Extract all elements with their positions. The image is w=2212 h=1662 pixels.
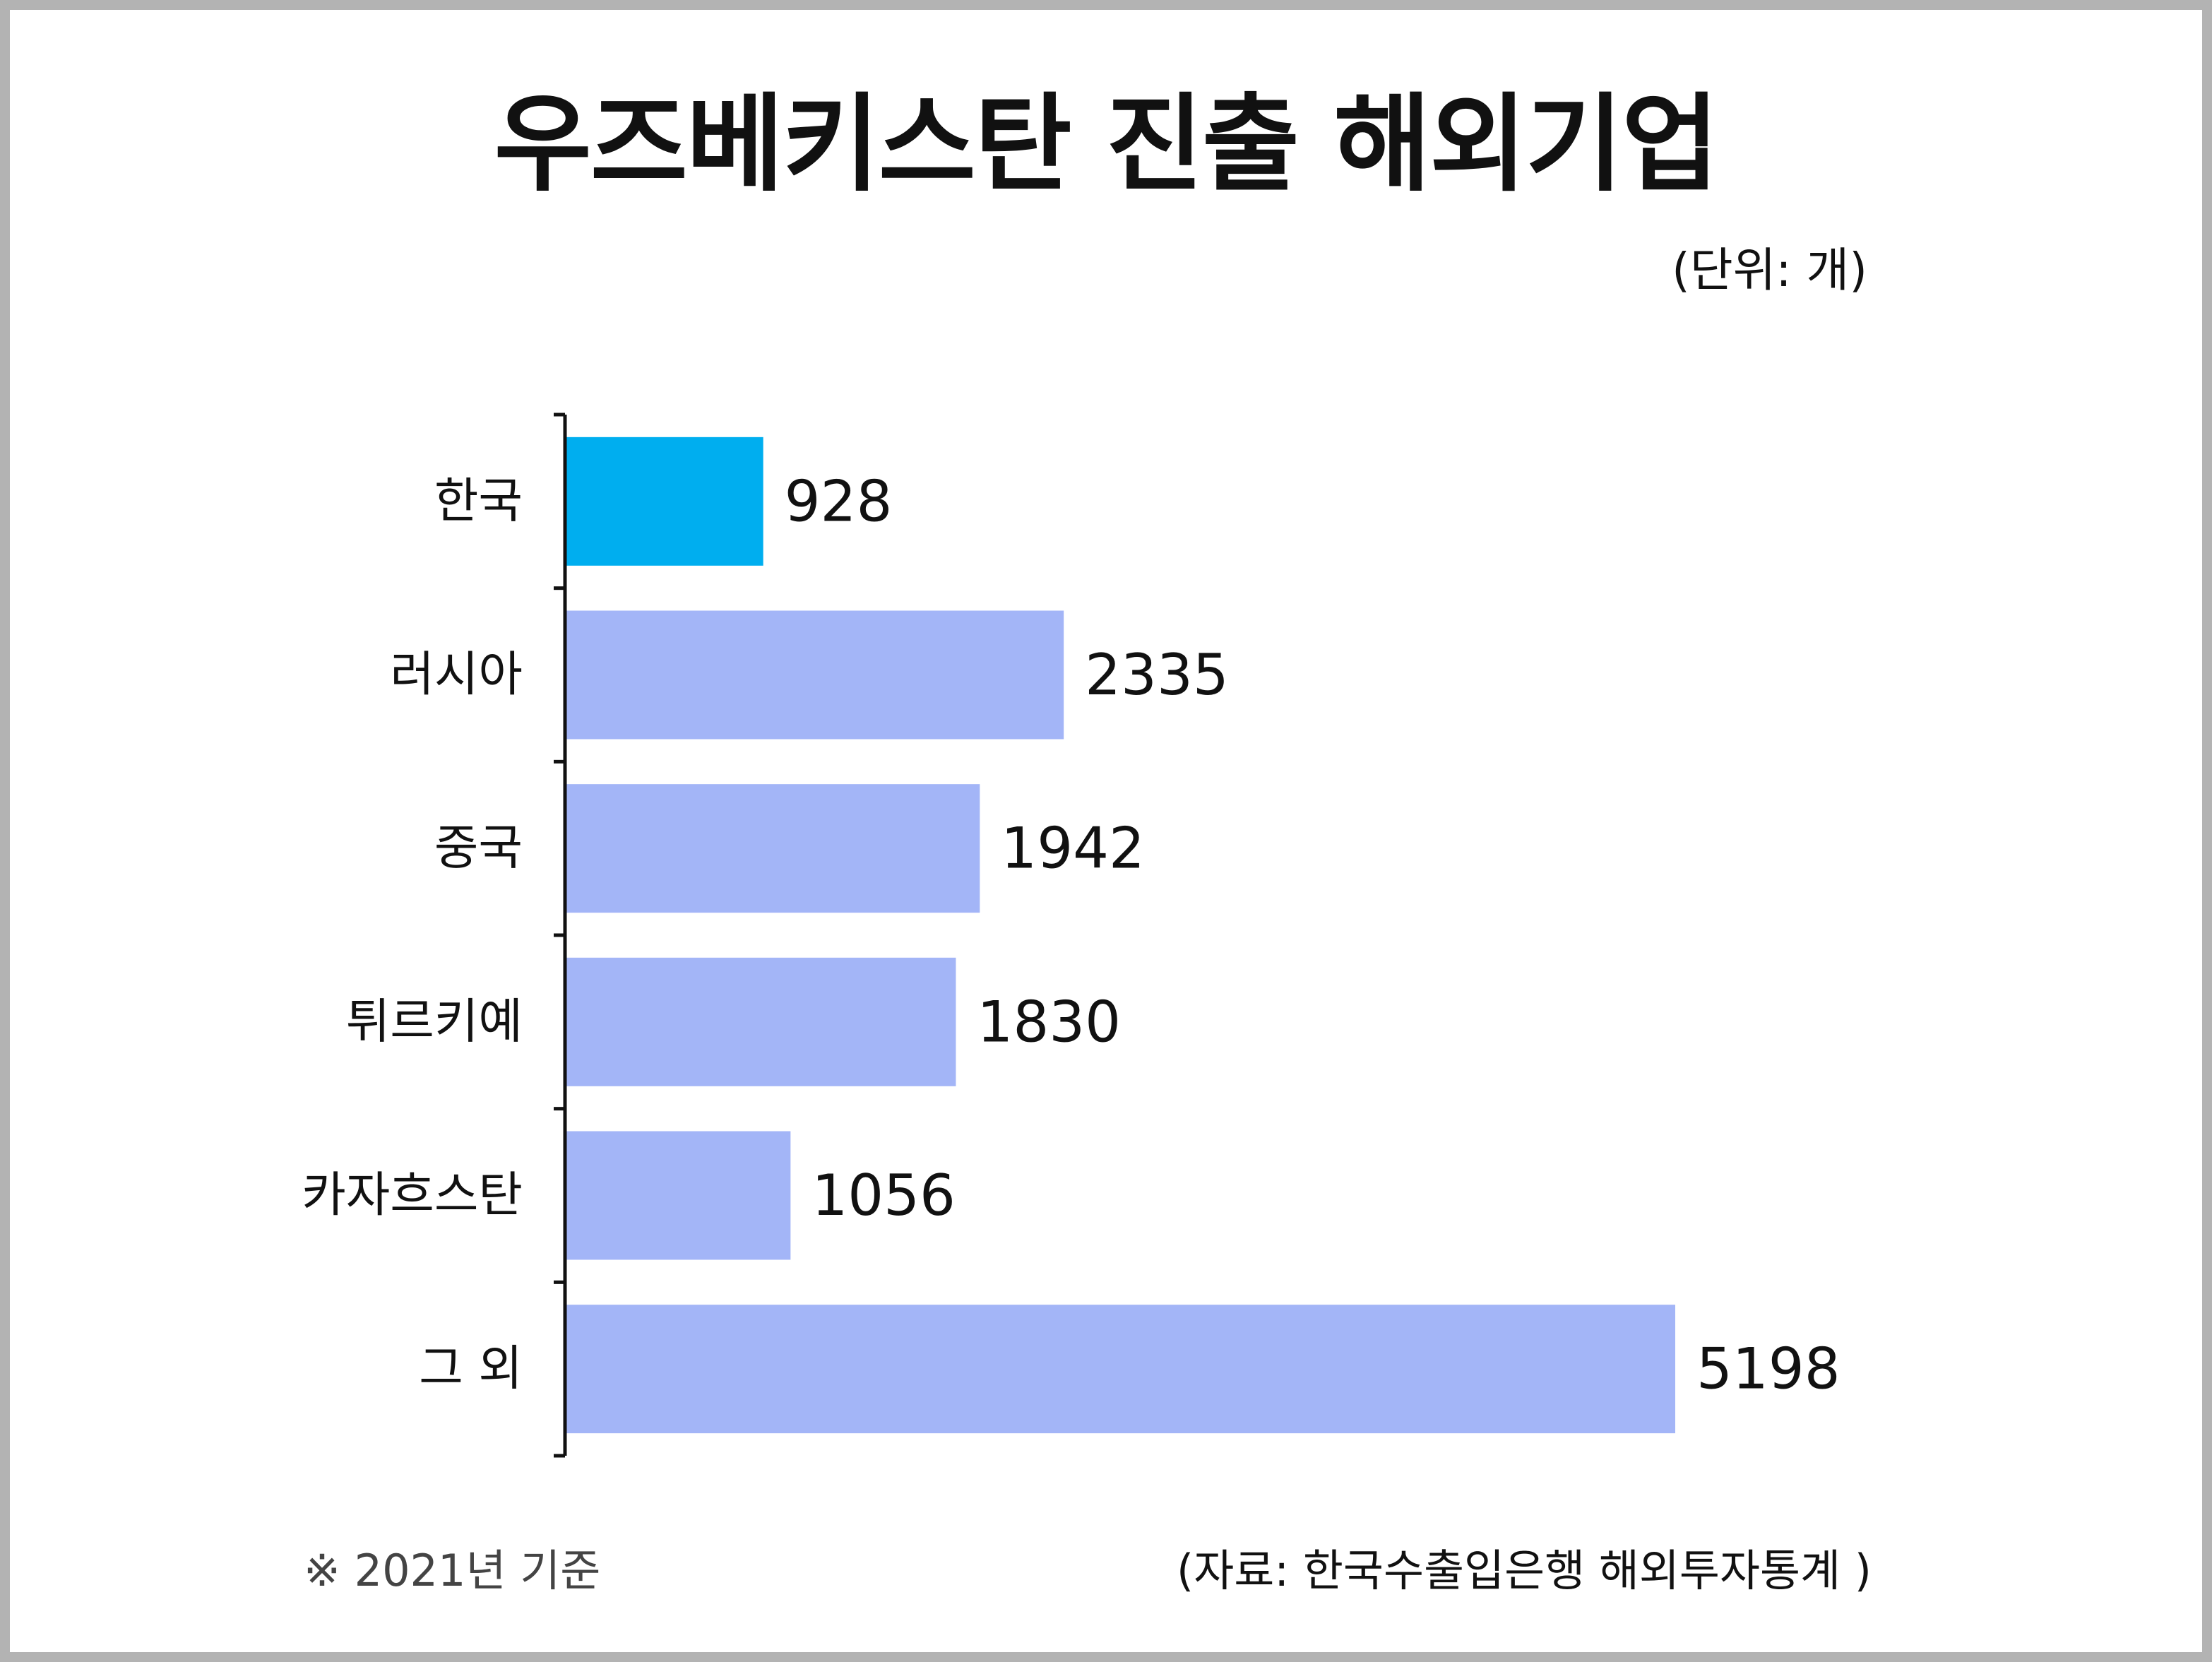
category-label-1: 한국: [434, 473, 523, 529]
bar-6: [565, 1305, 1675, 1434]
bar-3: [565, 784, 980, 913]
value-label-4: 1830: [977, 989, 1121, 1055]
value-label-3: 1942: [1001, 816, 1145, 882]
category-label-4: 튀르키예: [346, 994, 523, 1050]
basis-footnote: ※ 2021년 기준: [304, 1545, 601, 1596]
labels-layer: 928 한국 2335 러시아 1942 중국 1830 튀르키예 1056 카자흐스탄 5198 그…: [302, 468, 1840, 1401]
axis-layer: [554, 412, 567, 1458]
bar-4: [565, 957, 956, 1086]
value-label-1: 928: [785, 468, 893, 534]
bar-2: [565, 610, 1064, 740]
value-label-6: 5198: [1696, 1336, 1841, 1402]
unit-label: (단위: 개): [1672, 243, 1867, 297]
bar-1: [565, 437, 763, 566]
bars-layer: [565, 437, 1675, 1434]
category-label-2: 러시아: [390, 647, 523, 703]
chart-title: 우즈베키스탄 진출 해외기업: [494, 83, 1719, 206]
value-label-2: 2335: [1085, 642, 1229, 708]
category-label-3: 중국: [434, 821, 523, 877]
category-label-6: 그 외: [419, 1341, 523, 1397]
value-label-5: 1056: [811, 1163, 956, 1228]
source-footnote: (자료: 한국수출입은행 해외투자통계 ): [1177, 1545, 1872, 1596]
category-label-5: 카자흐스탄: [302, 1168, 523, 1223]
bar-5: [565, 1131, 791, 1260]
